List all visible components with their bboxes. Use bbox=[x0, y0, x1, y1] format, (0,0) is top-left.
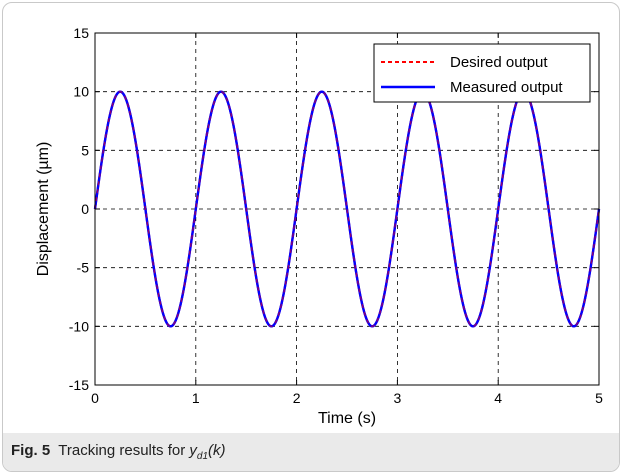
x-tick-label: 2 bbox=[293, 390, 301, 406]
y-axis-label: Displacement (µm) bbox=[35, 142, 52, 277]
y-tick-label: 15 bbox=[73, 25, 89, 41]
y-tick-label: -15 bbox=[69, 377, 89, 393]
figure-number: Fig. 5 bbox=[11, 442, 51, 459]
series-measured-output bbox=[93, 90, 601, 328]
y-tick-label: 5 bbox=[81, 142, 89, 158]
caption-variable-argument: (k) bbox=[208, 442, 226, 459]
y-tick-label: -10 bbox=[69, 318, 89, 334]
x-axis-label: Time (s) bbox=[318, 410, 376, 427]
figure-frame: 0 1 2 3 4 5 -15 -10 -5 0 5 10 15 Time (s) Displaceme… bbox=[2, 2, 620, 472]
y-tick-label: -5 bbox=[77, 260, 90, 276]
series-layer bbox=[93, 90, 601, 328]
x-tick-label: 5 bbox=[595, 390, 603, 406]
legend-label-measured: Measured output bbox=[450, 79, 563, 96]
y-tick-label: 0 bbox=[81, 201, 89, 217]
figure-caption: Fig. 5 Tracking results for yd1(k) bbox=[11, 442, 226, 462]
x-tick-label: 3 bbox=[394, 390, 402, 406]
legend-box bbox=[373, 43, 591, 103]
line-chart: 0 1 2 3 4 5 -15 -10 -5 0 5 10 15 Time (s) Displaceme… bbox=[35, 25, 603, 427]
axis-ticks: 0 1 2 3 4 5 -15 -10 -5 0 5 10 15 bbox=[69, 25, 603, 406]
y-tick-label: 10 bbox=[73, 84, 89, 100]
legend: Desired output Measured output bbox=[373, 43, 591, 103]
legend-label-desired: Desired output bbox=[450, 54, 548, 71]
caption-variable-subscript: d1 bbox=[196, 451, 209, 462]
x-tick-label: 4 bbox=[494, 390, 502, 406]
x-tick-label: 0 bbox=[91, 390, 99, 406]
x-tick-label: 1 bbox=[192, 390, 200, 406]
caption-text: Tracking results for bbox=[58, 442, 190, 459]
caption-variable: y bbox=[189, 442, 197, 459]
caption-bar: Fig. 5 Tracking results for yd1(k) bbox=[3, 433, 619, 471]
